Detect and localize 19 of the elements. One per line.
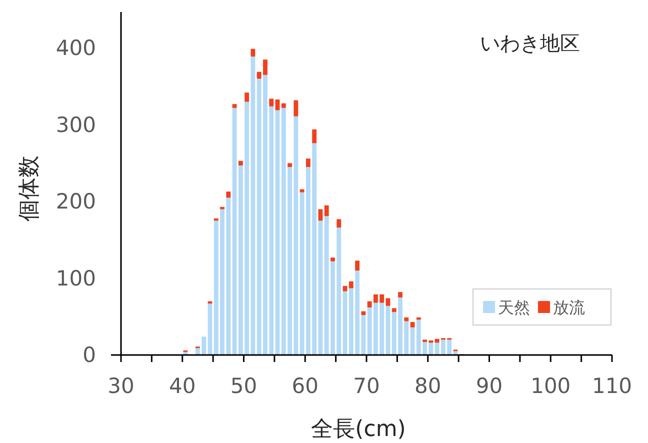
x-tick-label: 70: [353, 374, 380, 398]
x-tick-label: 60: [292, 374, 318, 398]
x-tick-label: 40: [169, 374, 196, 398]
x-axis-title: 全長(cm): [311, 417, 406, 442]
y-tick-label: 100: [56, 266, 96, 290]
x-tick-label: 50: [230, 374, 258, 398]
legend-label: 天然: [498, 298, 530, 317]
x-tick-label: 30: [108, 374, 134, 398]
y-tick-label: 300: [56, 112, 96, 137]
x-tick-label: 90: [476, 374, 503, 398]
y-tick-label: 200: [56, 190, 96, 214]
y-tick-label: 400: [56, 36, 96, 60]
text: いわき地区: [480, 31, 580, 55]
y-axis-title: 個体数: [17, 156, 42, 222]
x-tick-label: 100: [530, 374, 571, 398]
x-tick-label: 110: [592, 374, 632, 398]
legend-label: 放流: [553, 298, 585, 317]
y-tick-label: 0: [82, 343, 96, 367]
x-tick-label: 80: [414, 374, 442, 398]
